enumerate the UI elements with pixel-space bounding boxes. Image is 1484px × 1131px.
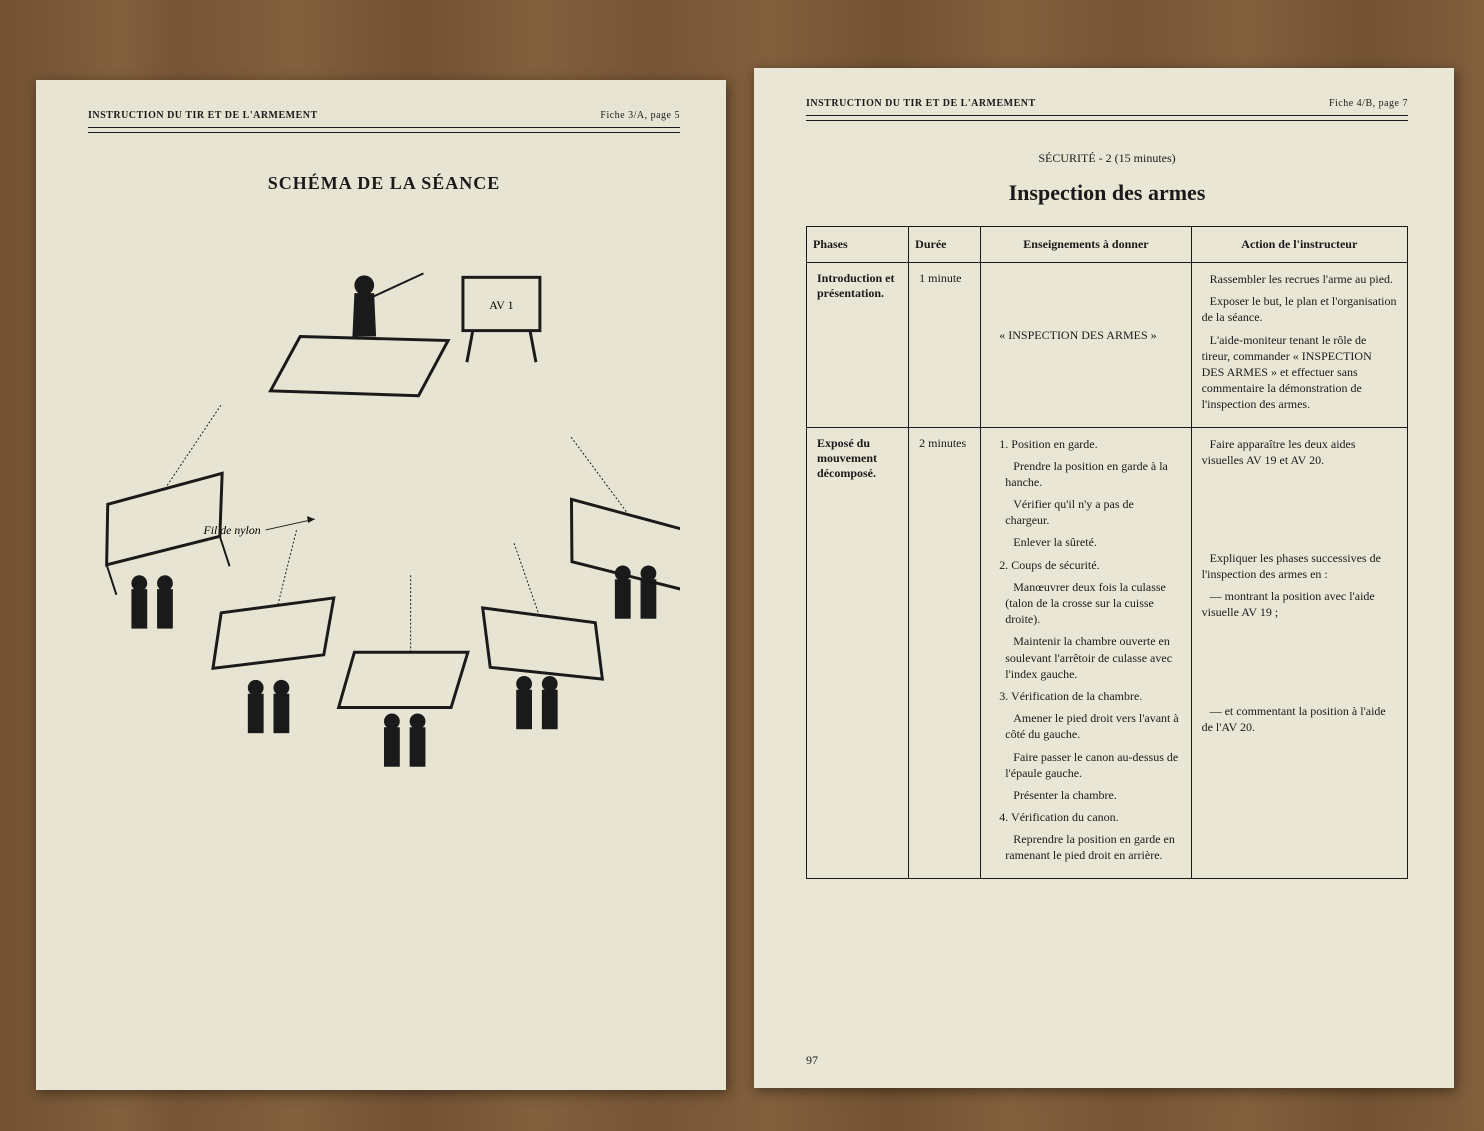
table-row: Exposé du mouvement décomposé. 2 minutes… <box>807 427 1408 878</box>
page-number: 97 <box>806 1053 818 1068</box>
col-action: Action de l'instructeur <box>1191 227 1407 263</box>
ens-p: 2. Coups de sécurité. <box>991 557 1180 573</box>
schema-illustration: AV 1 Fil de nylon <box>88 264 680 784</box>
ens-p: Manœuvrer deux fois la culasse (talon de… <box>1005 579 1180 628</box>
inspection-title: Inspection des armes <box>806 180 1408 206</box>
cell-phase: Introduction et présentation. <box>807 263 909 428</box>
cell-phase: Exposé du mouvement décomposé. <box>807 427 909 878</box>
board-av1: AV 1 <box>463 277 540 362</box>
running-head-right: INSTRUCTION DU TIR ET DE L'ARMEMENT Fich… <box>806 98 1408 116</box>
ens-p: Maintenir la chambre ouverte en soulevan… <box>1005 633 1180 682</box>
table-row: Introduction et présentation. 1 minute «… <box>807 263 1408 428</box>
ens-p: 3. Vérification de la chambre. <box>991 688 1180 704</box>
act-p: Exposer le but, le plan et l'organisatio… <box>1202 293 1397 325</box>
ens-center: « INSPECTION DES ARMES » <box>991 327 1180 343</box>
act-p: Expliquer les phases successives de l'in… <box>1202 550 1397 582</box>
rule <box>88 132 680 133</box>
cell-act: Faire apparaître les deux aides visuelle… <box>1191 427 1407 878</box>
right-page: INSTRUCTION DU TIR ET DE L'ARMEMENT Fich… <box>754 68 1454 1088</box>
act-p: Rassembler les recrues l'arme au pied. <box>1202 271 1397 287</box>
board-label: AV 1 <box>489 298 513 312</box>
cell-duree: 2 minutes <box>909 427 981 878</box>
instruction-table: Phases Durée Enseignements à donner Acti… <box>806 226 1408 879</box>
security-line: SÉCURITÉ - 2 (15 minutes) <box>806 151 1408 166</box>
nylon-label: Fil de nylon <box>203 523 261 537</box>
rule <box>806 120 1408 121</box>
spacer <box>1202 474 1397 544</box>
act-p: — et commentant la position à l'aide de … <box>1202 703 1397 735</box>
schema-title: SCHÉMA DE LA SÉANCE <box>88 173 680 194</box>
ens-p: 4. Vérification du canon. <box>991 809 1180 825</box>
running-head-ref: Fiche 4/B, page 7 <box>1329 98 1408 109</box>
cell-act: Rassembler les recrues l'arme au pied. E… <box>1191 263 1407 428</box>
table-header-row: Phases Durée Enseignements à donner Acti… <box>807 227 1408 263</box>
col-phases: Phases <box>807 227 909 263</box>
act-p: L'aide-moniteur tenant le rôle de tireur… <box>1202 332 1397 413</box>
act-p: Faire apparaître les deux aides visuelle… <box>1202 436 1397 468</box>
ens-p: Présenter la chambre. <box>1005 787 1180 803</box>
ens-p: 1. Position en garde. <box>991 436 1180 452</box>
ens-p: Amener le pied droit vers l'avant à côté… <box>1005 710 1180 742</box>
col-duree: Durée <box>909 227 981 263</box>
running-head-left: INSTRUCTION DU TIR ET DE L'ARMEMENT Fich… <box>88 110 680 128</box>
spacer <box>1202 627 1397 697</box>
running-head-ref: Fiche 3/A, page 5 <box>600 110 680 121</box>
act-p: — montrant la position avec l'aide visue… <box>1202 588 1397 620</box>
cell-duree: 1 minute <box>909 263 981 428</box>
left-page: INSTRUCTION DU TIR ET DE L'ARMEMENT Fich… <box>36 80 726 1090</box>
cell-ens: « INSPECTION DES ARMES » <box>981 263 1191 428</box>
schema-svg: AV 1 Fil de nylon <box>88 264 680 784</box>
ens-p: Prendre la position en garde à la hanche… <box>1005 458 1180 490</box>
col-enseignements: Enseignements à donner <box>981 227 1191 263</box>
ens-p: Reprendre la position en garde en ramena… <box>1005 831 1180 863</box>
cell-ens: 1. Position en garde. Prendre la positio… <box>981 427 1191 878</box>
running-head-title: INSTRUCTION DU TIR ET DE L'ARMEMENT <box>806 98 1036 109</box>
ens-p: Vérifier qu'il n'y a pas de chargeur. <box>1005 496 1180 528</box>
running-head-title: INSTRUCTION DU TIR ET DE L'ARMEMENT <box>88 110 318 121</box>
ens-p: Enlever la sûreté. <box>1005 534 1180 550</box>
ens-p: Faire passer le canon au-dessus de l'épa… <box>1005 749 1180 781</box>
